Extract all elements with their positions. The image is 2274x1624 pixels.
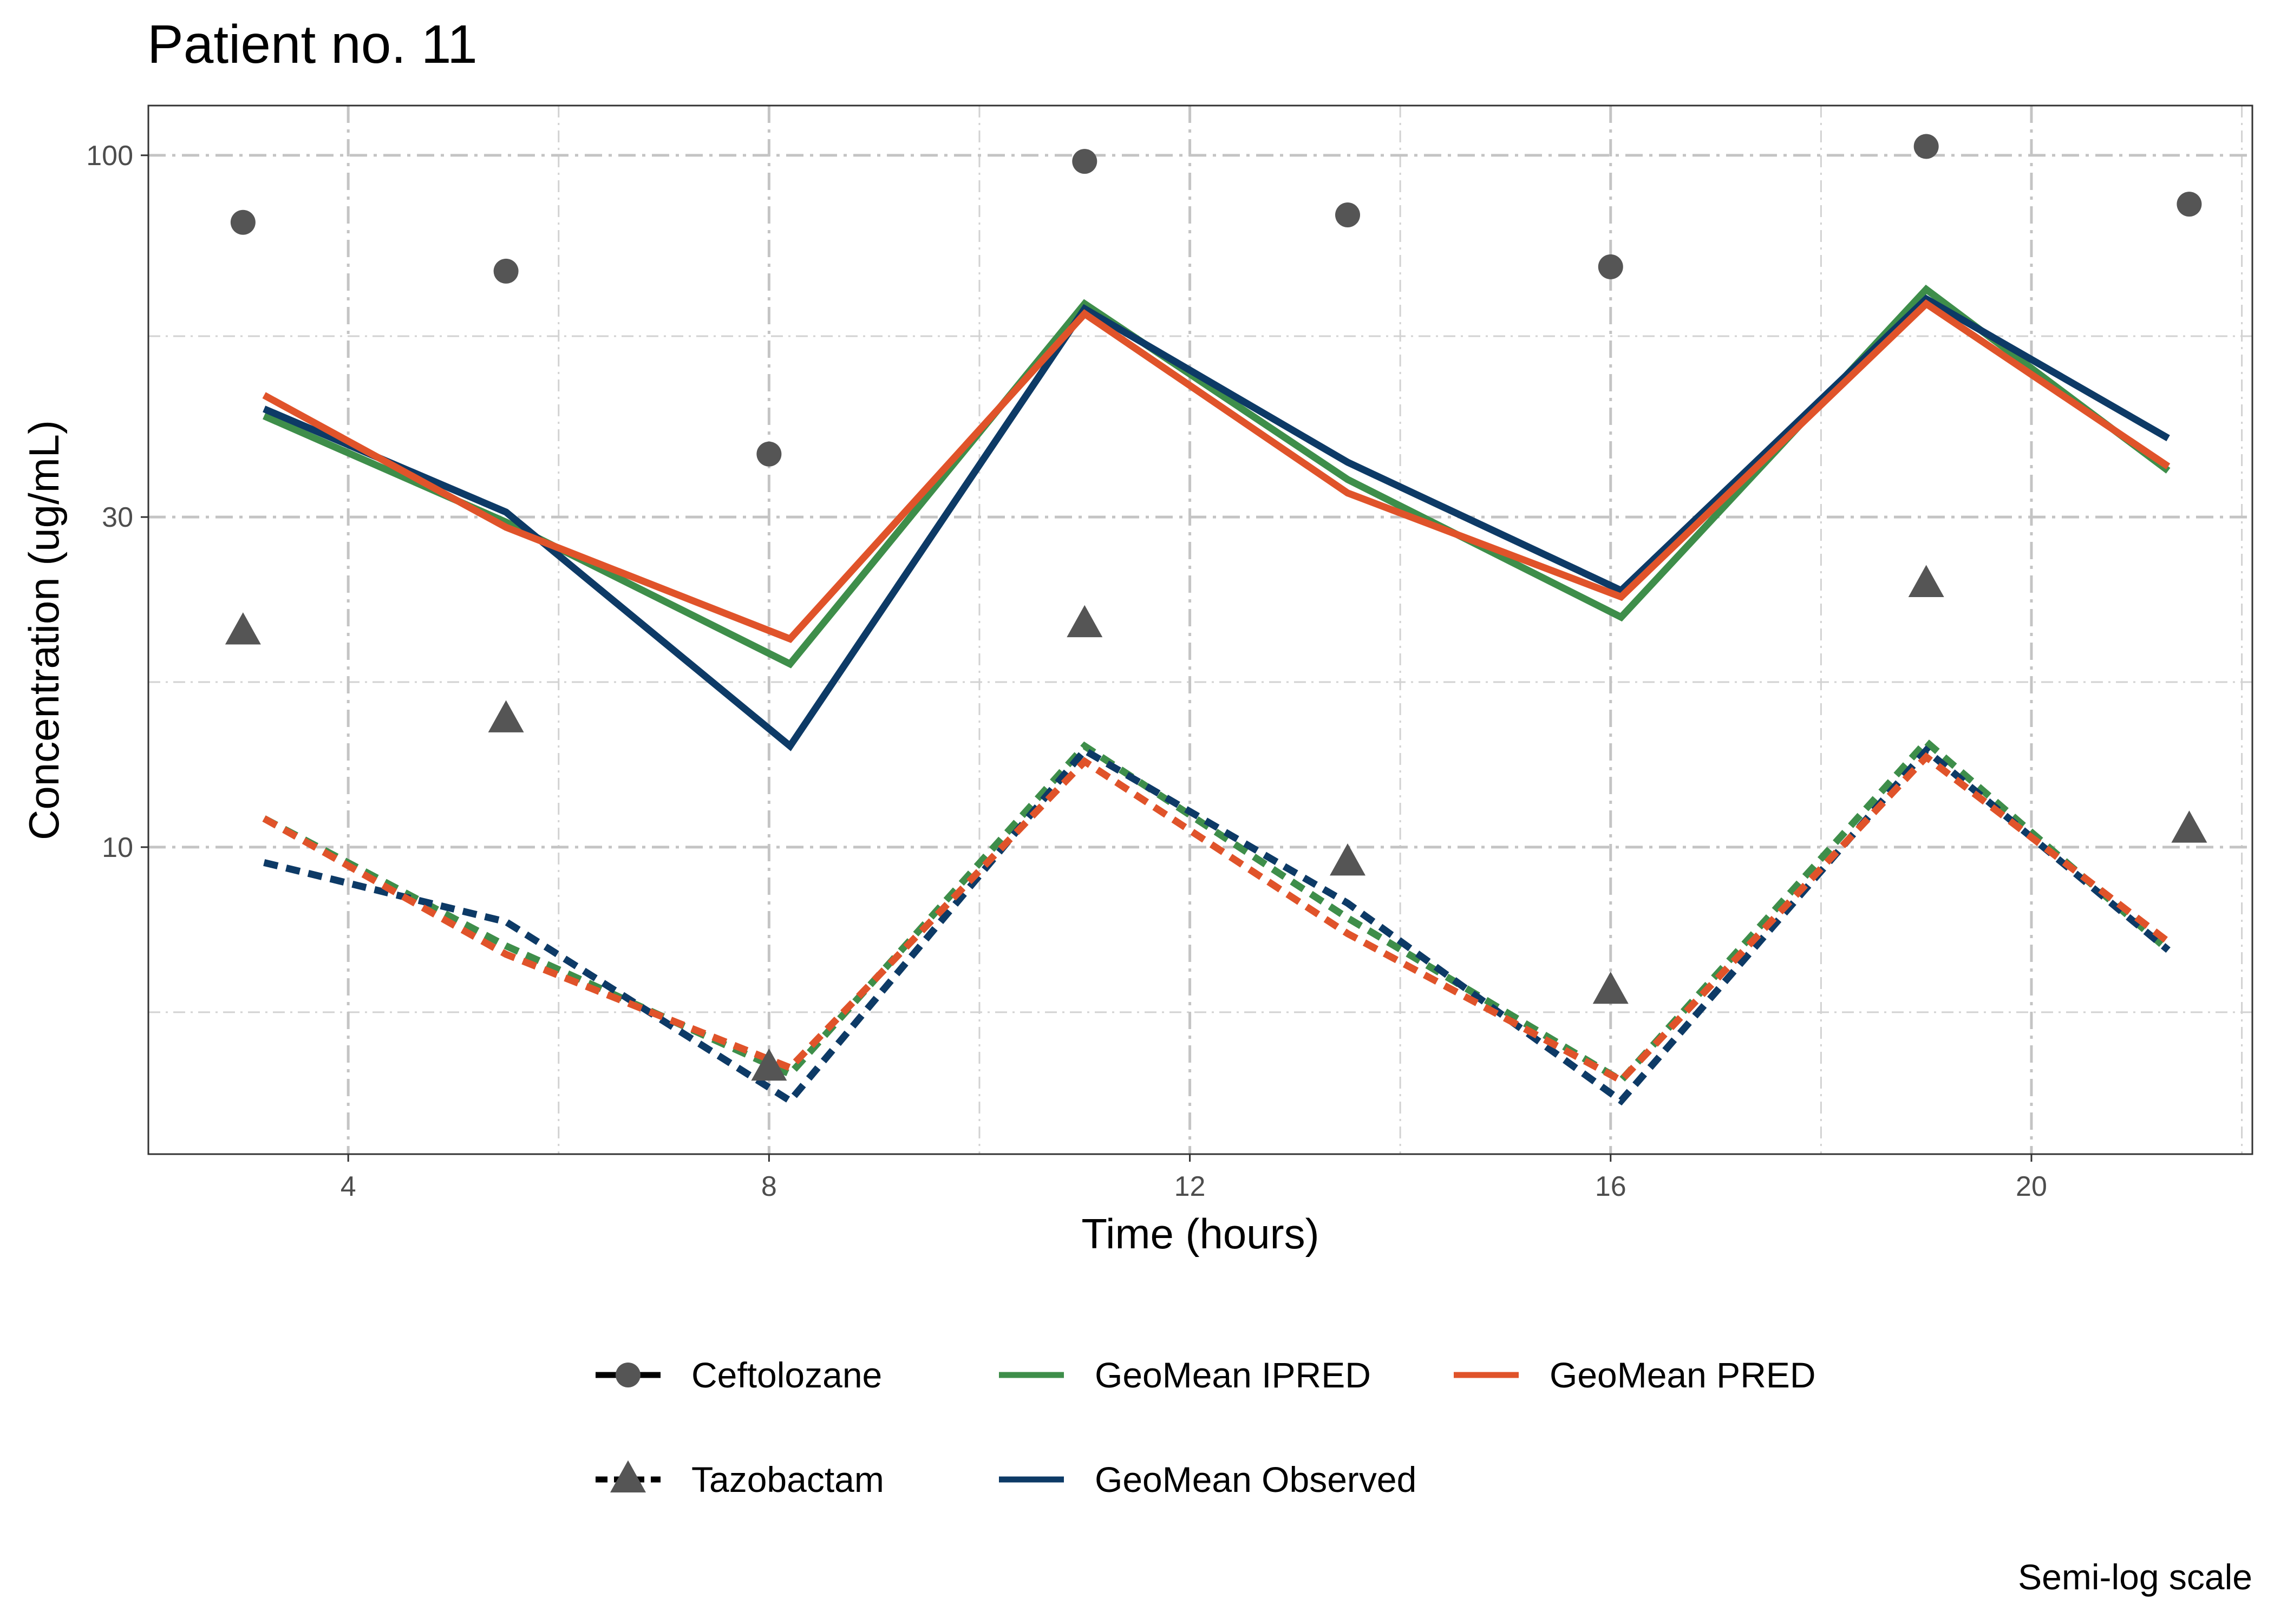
- point-tazobactam: [1067, 605, 1103, 638]
- chart-caption: Semi-log scale: [2018, 1557, 2252, 1597]
- plot-panel-border: [147, 104, 2253, 1155]
- x-axis-label: Time (hours): [1081, 1210, 1319, 1258]
- x-tick-label: 16: [1595, 1171, 1626, 1202]
- point-tazobactam: [225, 612, 261, 645]
- chart-title: Patient no. 11: [147, 14, 478, 75]
- y-axis-label: Concentration (ug/mL): [20, 420, 68, 840]
- x-axis-ticks: 4 8 12 16 20: [341, 1154, 2047, 1202]
- point-tazobactam: [751, 1048, 787, 1081]
- minor-gridlines: [148, 106, 2252, 1154]
- point-ceftolozane: [1072, 149, 1097, 174]
- legend-key-circle: [616, 1363, 641, 1387]
- series-line-tazobactam-geomean-ipred: [262, 737, 2171, 1085]
- legend-label: Ceftolozane: [691, 1355, 882, 1395]
- x-tick-label: 20: [2016, 1171, 2047, 1202]
- point-ceftolozane: [493, 258, 519, 284]
- series-line-ceftolozane-geomean-observed: [263, 294, 2170, 751]
- point-ceftolozane: [1335, 202, 1361, 228]
- legend-key-triangle: [610, 1460, 646, 1492]
- x-tick-label: 8: [761, 1171, 777, 1202]
- point-tazobactam: [1330, 843, 1366, 876]
- y-tick-label: 30: [102, 502, 133, 533]
- series-lines: [262, 284, 2171, 1106]
- point-ceftolozane: [1598, 254, 1623, 279]
- legend: Ceftolozane Tazobactam GeoMean IPRED GeoMea…: [596, 1355, 1816, 1499]
- y-tick-label: 10: [102, 832, 133, 863]
- point-ceftolozane: [2177, 192, 2202, 217]
- legend-label: GeoMean IPRED: [1095, 1355, 1371, 1395]
- legend-label: Tazobactam: [691, 1459, 884, 1499]
- point-ceftolozane: [756, 441, 782, 467]
- y-axis-ticks: 10 30 100: [86, 140, 148, 863]
- point-tazobactam: [1592, 971, 1629, 1004]
- point-ceftolozane: [1913, 134, 1939, 159]
- x-tick-label: 12: [1174, 1171, 1206, 1202]
- x-tick-label: 4: [341, 1171, 356, 1202]
- point-tazobactam: [2171, 810, 2207, 843]
- y-tick-label: 100: [86, 140, 133, 172]
- legend-label: GeoMean PRED: [1550, 1355, 1816, 1395]
- series-line-tazobactam-geomean-pred: [262, 752, 2171, 1085]
- series-line-ceftolozane-geomean-pred: [262, 299, 2171, 643]
- data-points: [225, 134, 2207, 1081]
- point-ceftolozane: [230, 209, 256, 235]
- point-tazobactam: [1908, 565, 1944, 597]
- point-tazobactam: [488, 700, 524, 732]
- legend-label: GeoMean Observed: [1095, 1459, 1416, 1499]
